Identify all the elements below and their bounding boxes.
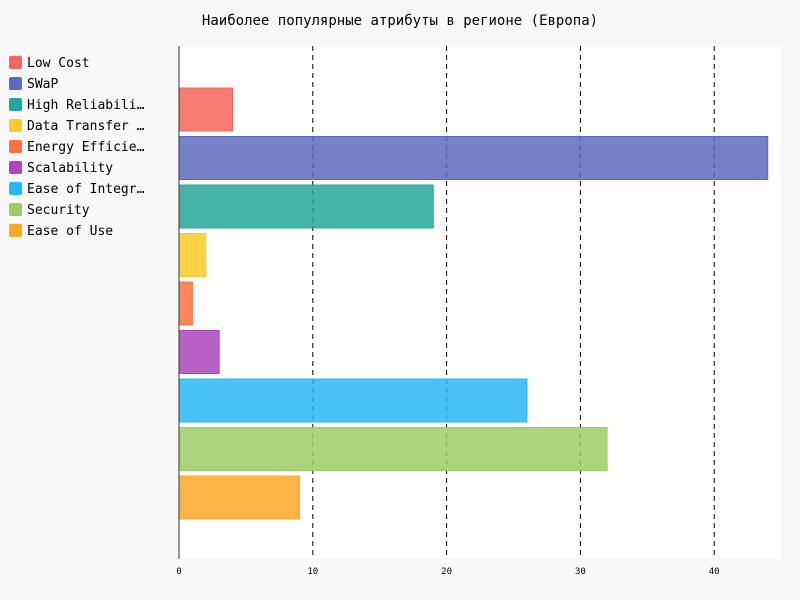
legend-label: Data Transfer … <box>27 119 145 134</box>
bar[interactable] <box>178 330 220 374</box>
legend-item[interactable]: Data Transfer … <box>9 119 145 134</box>
plot-background <box>179 46 781 559</box>
bar[interactable] <box>178 281 193 326</box>
bars <box>178 87 769 520</box>
legend-item[interactable]: SWaP <box>9 77 58 92</box>
legend-label: Scalability <box>27 161 113 176</box>
bar[interactable] <box>178 184 434 229</box>
bar[interactable] <box>178 233 207 277</box>
legend-item[interactable]: High Reliabili… <box>9 98 145 113</box>
x-tick-label: 30 <box>575 567 586 577</box>
legend-swatch <box>9 77 22 90</box>
legend-swatch <box>9 56 22 69</box>
legend-item[interactable]: Security <box>9 203 90 218</box>
x-tick-label: 0 <box>176 567 181 577</box>
legend-swatch <box>9 161 22 174</box>
x-tick-label: 10 <box>307 567 318 577</box>
gridlines <box>312 46 715 559</box>
legend-label: Ease of Use <box>27 224 113 239</box>
legend-label: High Reliabili… <box>27 98 145 113</box>
legend-swatch <box>9 119 22 132</box>
legend-item[interactable]: Low Cost <box>9 56 90 71</box>
bar[interactable] <box>178 87 234 132</box>
x-axis: 0 10 20 30 40 <box>176 46 720 577</box>
legend[interactable]: Low Cost SWaP High Reliabili… Data Transfer… <box>9 56 145 239</box>
legend-swatch <box>9 182 22 195</box>
bar[interactable] <box>178 427 608 471</box>
legend-label: Low Cost <box>27 56 90 71</box>
legend-item[interactable]: Energy Efficie… <box>9 140 145 155</box>
legend-item[interactable]: Ease of Integr… <box>9 182 145 197</box>
legend-label: Energy Efficie… <box>27 140 145 155</box>
legend-swatch <box>9 140 22 153</box>
x-tick-label: 40 <box>709 567 720 577</box>
bar[interactable] <box>178 136 769 180</box>
legend-swatch <box>9 203 22 216</box>
legend-swatch <box>9 98 22 111</box>
legend-item[interactable]: Scalability <box>9 161 113 176</box>
legend-swatch <box>9 224 22 237</box>
bar[interactable] <box>178 378 528 423</box>
legend-label: SWaP <box>27 77 58 92</box>
bar[interactable] <box>178 475 300 520</box>
legend-label: Security <box>27 203 90 218</box>
legend-item[interactable]: Ease of Use <box>9 224 113 239</box>
plot-background-rect <box>179 46 781 559</box>
chart-title: Наиболее популярные атрибуты в регионе (… <box>202 13 598 29</box>
legend-label: Ease of Integr… <box>27 182 145 197</box>
x-tick-label: 20 <box>441 567 452 577</box>
